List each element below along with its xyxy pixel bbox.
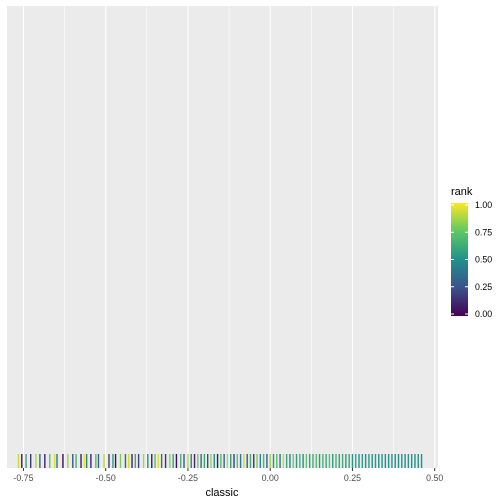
legend: rank 0.00 0.25 0.50 0.75 1.00 — [451, 186, 492, 319]
legend-title: rank — [451, 186, 473, 198]
colorbar-labels: 0.00 0.25 0.50 0.75 1.00 — [475, 200, 492, 319]
colorbar-label: 0.00 — [475, 309, 492, 319]
x-axis-title: classic — [205, 487, 239, 499]
x-tick-label: 0.25 — [344, 473, 361, 483]
colorbar-label: 0.50 — [475, 255, 492, 265]
colorbar-label: 0.25 — [475, 282, 492, 292]
x-tick-label: 0.50 — [426, 473, 443, 483]
colorbar — [451, 203, 468, 316]
grid-major — [22, 6, 436, 468]
colorbar-label: 1.00 — [475, 200, 492, 210]
panel-background — [7, 6, 438, 468]
grid-minor — [64, 6, 394, 468]
x-tick-label: 0.00 — [262, 473, 279, 483]
colorbar-ticks — [451, 204, 468, 315]
x-axis-ticks — [22, 468, 436, 471]
x-tick-label: -0.75 — [13, 473, 33, 483]
rug-marks — [17, 454, 423, 468]
x-tick-label: -0.50 — [96, 473, 116, 483]
colorbar-label: 0.75 — [475, 227, 492, 237]
x-tick-label: -0.25 — [178, 473, 198, 483]
x-axis-tick-labels: -0.75 -0.50 -0.25 0.00 0.25 0.50 — [13, 473, 443, 483]
